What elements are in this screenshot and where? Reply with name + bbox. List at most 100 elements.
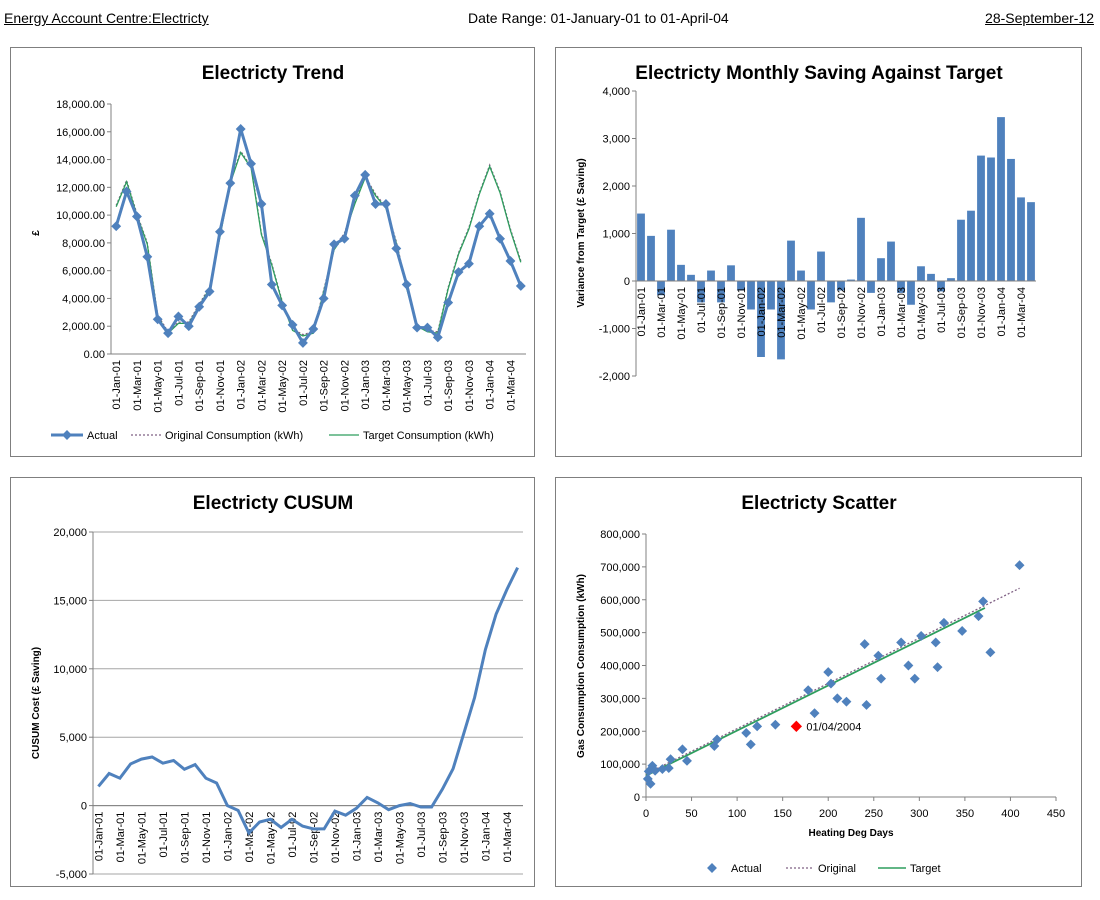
scatter-actual-point [916,630,927,641]
trend-ytick-label: 8,000.00 [62,238,105,250]
scatter-actual-point [973,611,984,622]
scatter-legend-original-label: Original [818,863,856,875]
scatter-ytick-label: 400,000 [600,661,640,673]
saving-bar [687,274,695,281]
trend-xtick-label: 01-Jan-01 [111,360,123,410]
cusum-xtick-label: 01-Sep-03 [437,812,449,863]
scatter-xtick-label: 50 [685,808,697,820]
cusum-chart-title: Electricty CUSUM [193,493,354,514]
saving-xtick-label: 01-May-03 [916,287,928,340]
scatter-ylabel: Gas Consumption Consumption (kWh) [576,574,587,758]
trend-actual-point [287,319,298,330]
trend-actual-point [484,208,495,219]
cusum-xtick-label: 01-Jul-01 [158,812,170,858]
saving-bar [947,278,955,281]
saving-bar [997,117,1005,281]
scatter-chart-title: Electricty Scatter [741,493,897,514]
saving-xtick-label: 01-Sep-01 [716,287,728,338]
scatter-actual-point [809,708,820,719]
saving-xtick-label: 01-Jan-04 [996,287,1008,337]
cusum-xtick-label: 01-Jan-03 [351,812,363,862]
saving-xtick-label: 01-May-02 [796,287,808,340]
scatter-actual-point [957,626,968,636]
saving-bar [727,265,735,281]
saving-chart-panel: Electricty Monthly Saving Against Target… [555,47,1082,457]
scatter-actual-point [841,696,852,707]
trend-legend-actual-label: Actual [87,430,118,442]
scatter-ytick-label: 100,000 [600,759,640,771]
trend-actual-point [505,255,516,266]
trend-xtick-label: 01-May-01 [153,360,165,413]
cusum-ytick-label: 10,000 [53,664,87,676]
cusum-xtick-label: 01-May-01 [136,812,148,865]
trend-legend-target-label: Target Consumption (kWh) [363,430,494,442]
cusum-ytick-label: 0 [81,801,87,813]
saving-bar [847,279,855,281]
trend-ytick-label: 16,000.00 [56,127,105,139]
cusum-xtick-label: 01-Nov-01 [201,812,213,863]
cusum-ytick-label: 15,000 [53,595,87,607]
trend-ytick-label: 4,000.00 [62,293,105,305]
trend-ytick-label: 6,000.00 [62,266,105,278]
trend-actual-point [308,324,319,334]
scatter-ytick-label: 800,000 [600,529,640,541]
saving-bar [867,281,875,293]
scatter-highlight-point [790,720,802,732]
trend-actual-point [214,226,225,237]
saving-bar [897,281,905,293]
trend-actual-point [380,199,391,209]
trend-actual-point [339,233,350,244]
cusum-ytick-label: 20,000 [53,527,87,539]
trend-chart-panel: Electricty Trend 0.00 2,000.00 4,000.00 6,00… [10,47,535,457]
scatter-actual-point [932,662,943,673]
trend-xtick-label: 01-Sep-01 [194,360,206,411]
scatter-actual-point [985,647,996,658]
scatter-actual-point [876,673,887,684]
saving-bar [927,273,935,281]
scatter-xtick-label: 100 [728,808,746,820]
trend-actual-point [235,124,246,134]
trend-actual-point [256,199,267,209]
scatter-actual-point [1014,560,1025,571]
trend-actual-point [131,211,142,222]
saving-bar [857,217,865,281]
trend-chart: Electricty Trend 0.00 2,000.00 4,000.00 6,00… [31,63,526,442]
saving-bar [827,281,835,303]
cusum-xtick-label: 01-Jul-03 [416,812,428,858]
cusum-xtick-label: 01-Sep-02 [308,812,320,863]
saving-bar [747,281,755,310]
trend-actual-point [183,321,194,332]
scatter-ytick-label: 600,000 [600,595,640,607]
scatter-actual-point [770,719,781,730]
saving-bar [937,281,945,292]
saving-ytick-label: -1,000 [599,324,630,336]
saving-bar [877,258,885,281]
saving-bar [1017,197,1025,281]
trend-xtick-label: 01-Jan-04 [485,360,497,410]
scatter-ytick-label: 700,000 [600,562,640,574]
saving-xtick-label: 01-Jul-03 [936,287,948,333]
saving-bar [757,281,765,357]
scatter-xtick-label: 400 [1001,808,1019,820]
header-account-centre: Energy Account Centre:Electricty [4,10,209,26]
saving-bar [707,270,715,281]
scatter-actual-point [650,765,661,776]
cusum-ylabel: CUSUM Cost (£ Saving) [31,647,42,759]
saving-xtick-label: 01-Mar-01 [656,287,668,338]
trend-actual-point [329,239,340,250]
header-report-date: 28-September-12 [985,10,1094,26]
saving-bar [647,235,655,281]
cusum-xtick-label: 01-Jan-01 [93,812,105,862]
trend-xtick-label: 01-Nov-03 [464,360,476,411]
trend-actual-point [121,186,132,197]
saving-bar [787,240,795,281]
trend-xtick-label: 01-Jul-02 [298,360,310,406]
trend-xtick-label: 01-Nov-02 [339,360,351,411]
cusum-xtick-label: 01-Nov-03 [459,812,471,863]
trend-actual-point [474,221,485,232]
saving-xtick-label: 01-Nov-02 [856,287,868,338]
trend-xtick-label: 01-Mar-03 [381,360,393,411]
cusum-chart: Electricty CUSUM -5,000 0 5,000 10,000 15,000… [31,493,523,881]
trend-actual-point [318,293,329,304]
saving-ytick-label: 2,000 [602,181,630,193]
